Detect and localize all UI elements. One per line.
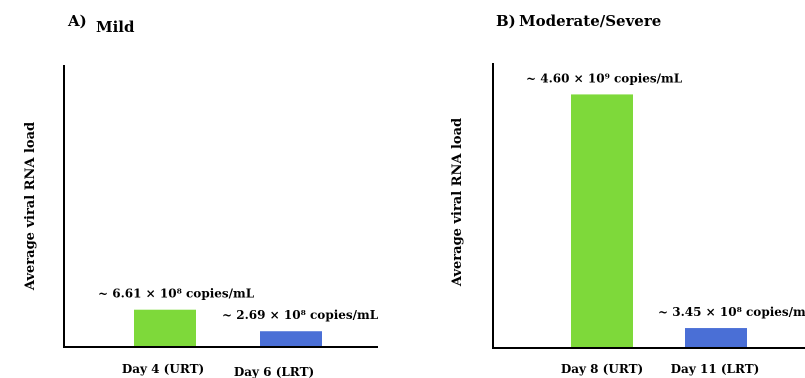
panel-a-bar-day4 (134, 309, 196, 346)
panel-b-title: Moderate/Severe (519, 12, 661, 30)
panel-a-label: A) (67, 12, 87, 30)
panel-b: B) Moderate/Severe Average viral RNA loa… (450, 12, 805, 376)
panel-a-value-label-day6: ~ 2.69 × 10⁸ copies/mL (222, 308, 379, 322)
panel-a-value-label-day4: ~ 6.61 × 10⁸ copies/mL (98, 287, 255, 301)
panel-a-bar-day6 (260, 331, 322, 346)
panel-a-tick-label-day6: Day 6 (LRT) (234, 365, 314, 378)
panel-a-tick-label-day4: Day 4 (URT) (122, 362, 204, 376)
panel-b-label: B) (496, 12, 516, 30)
panel-b-value-label-day11: ~ 3.45 × 10⁸ copies/mL (658, 305, 805, 319)
panel-b-tick-label-day11: Day 11 (LRT) (671, 362, 760, 376)
panel-a: A) Mild Average viral RNA load ~ 6.61 × … (23, 12, 379, 378)
panel-b-bar-day8 (571, 94, 633, 347)
panel-a-ylabel: Average viral RNA load (23, 122, 38, 291)
panel-b-bar-day11 (685, 328, 747, 347)
panel-b-value-label-day8: ~ 4.60 × 10⁹ copies/mL (526, 71, 683, 85)
panel-b-ylabel: Average viral RNA load (450, 118, 465, 287)
panel-a-title: Mild (96, 18, 135, 36)
panel-b-tick-label-day8: Day 8 (URT) (561, 362, 643, 376)
